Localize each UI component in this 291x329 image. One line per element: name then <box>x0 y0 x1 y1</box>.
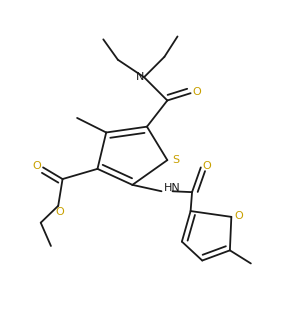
Text: N: N <box>136 72 145 82</box>
Text: O: O <box>55 207 64 216</box>
Text: O: O <box>203 161 212 171</box>
Text: HN: HN <box>164 183 181 193</box>
Text: S: S <box>172 155 179 164</box>
Text: O: O <box>234 211 243 221</box>
Text: O: O <box>32 161 41 171</box>
Text: O: O <box>193 87 201 97</box>
